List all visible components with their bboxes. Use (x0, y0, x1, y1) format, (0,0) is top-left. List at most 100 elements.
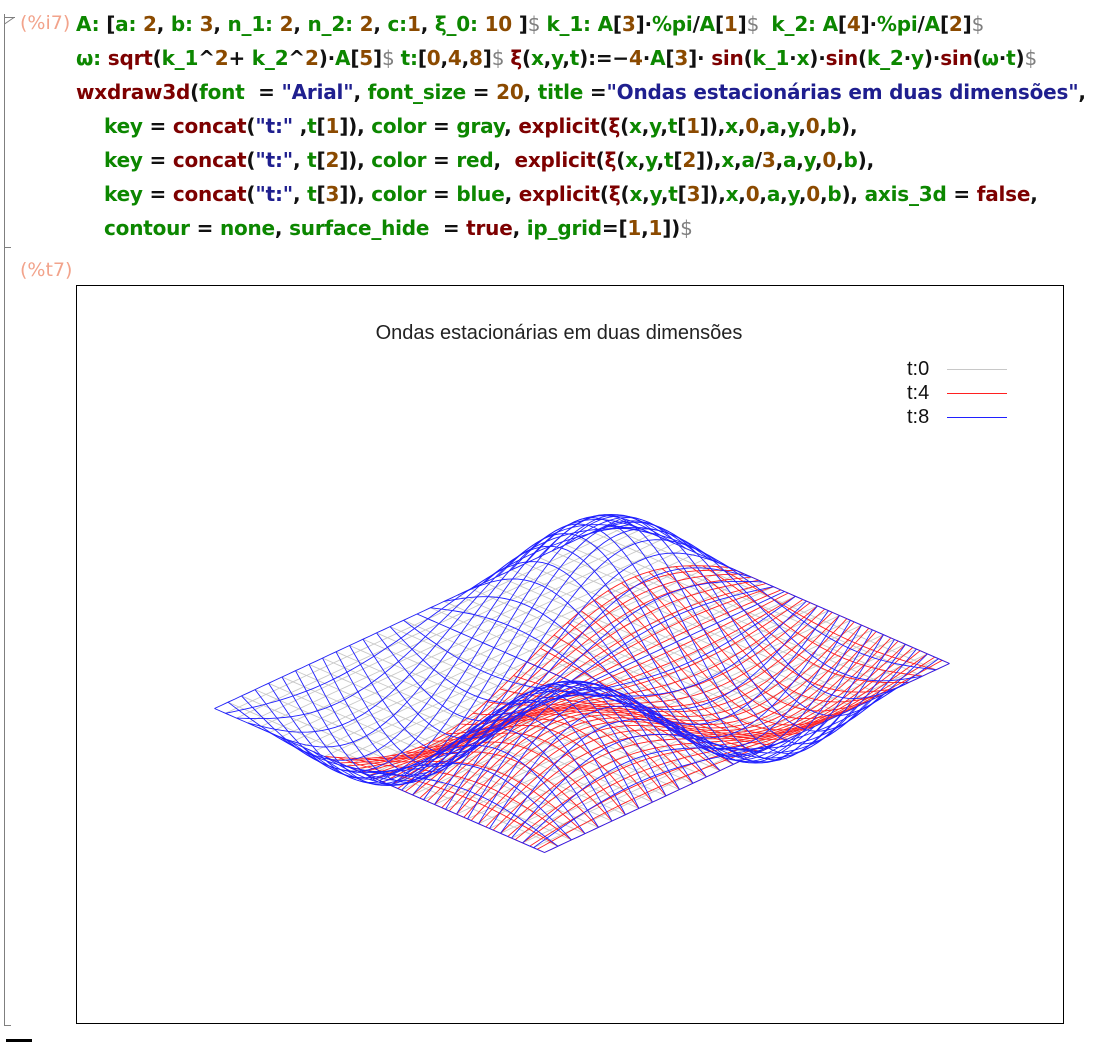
code-token: [ (316, 114, 326, 138)
mesh-line (619, 519, 950, 664)
code-token: , (660, 182, 669, 206)
code-line[interactable]: key = concat("t:", t[2]), color = red, e… (104, 148, 874, 172)
code-line[interactable]: key = concat("t:" ,t[1]), color = gray, … (104, 114, 858, 138)
code-token: "t:" (255, 114, 293, 138)
mesh-line (268, 683, 599, 828)
code-token: sin (711, 46, 744, 70)
code-token: title (537, 80, 584, 104)
code-token: $ (527, 12, 547, 36)
mesh-line (457, 578, 788, 756)
code-token: , (637, 148, 646, 172)
code-token: , (1078, 80, 1086, 104)
code-token: A (597, 12, 613, 36)
code-token: ξ (510, 46, 522, 70)
code-token: 2 (304, 46, 319, 70)
code-token: = (426, 148, 457, 172)
code-token: 0 (426, 46, 441, 70)
code-token: color (371, 148, 427, 172)
code-token: red (456, 148, 494, 172)
code-token: ξ (604, 148, 617, 172)
plot-output[interactable]: Ondas estacionárias em duas dimensões t:… (76, 285, 1064, 1024)
code-token: 2 (682, 148, 697, 172)
surface-plot (214, 513, 950, 853)
mesh-line (648, 571, 869, 712)
mesh-line (621, 582, 842, 726)
code-line[interactable]: wxdraw3d(font = "Arial", font_size = 20,… (76, 80, 1086, 104)
code-token: ( (246, 182, 256, 206)
code-token: ( (616, 148, 626, 172)
mesh-line (499, 688, 721, 771)
code-token: = (466, 80, 497, 104)
cell-bracket[interactable] (4, 14, 14, 1026)
mesh-line (416, 613, 748, 759)
code-token: · (644, 12, 653, 36)
code-line[interactable]: key = concat("t:", t[3]), color = blue, … (104, 182, 1038, 206)
code-token: explicit (518, 182, 600, 206)
code-token: , (292, 182, 308, 206)
code-token: [ (714, 12, 724, 36)
mesh-line (337, 757, 559, 847)
code-token: , (156, 12, 171, 36)
code-token: )· (809, 46, 826, 70)
plot-title: Ondas estacionárias em duas dimensões (375, 322, 743, 344)
code-token: · (869, 12, 878, 36)
mesh-line (524, 517, 856, 754)
code-token: [ (316, 148, 326, 172)
mesh-line (578, 521, 910, 700)
code-token: t (569, 46, 580, 70)
code-token: font_size (367, 80, 467, 104)
code-token: $ (1024, 46, 1038, 70)
code-token: contour (104, 216, 190, 240)
code-token: b (826, 114, 842, 138)
code-token: ( (246, 148, 256, 172)
code-token: ω: (76, 46, 108, 70)
code-token: k_1 (752, 46, 790, 70)
mesh-line (675, 566, 896, 693)
code-token: = (142, 182, 173, 206)
output-prompt: (%t7) (20, 259, 73, 281)
code-token: · (789, 46, 797, 70)
code-token: sin (825, 46, 859, 70)
code-token: 1 (686, 114, 700, 138)
code-token: a (766, 182, 781, 206)
code-line[interactable]: A: [a: 2, b: 3, n_1: 2, n_2: 2, c:1, ξ_0… (76, 12, 984, 36)
code-token: [ (673, 148, 683, 172)
code-token: wxdraw3d (76, 80, 191, 104)
code-token: "Arial" (281, 80, 354, 104)
code-line[interactable]: contour = none, surface_hide = true, ip_… (104, 216, 693, 240)
code-token: ), (857, 148, 875, 172)
code-token: [ (350, 46, 360, 70)
code-token: false (976, 182, 1031, 206)
code-token: concat (172, 148, 247, 172)
code-token: 1 (407, 12, 421, 36)
code-token: a (741, 148, 755, 172)
code-token: x (725, 114, 738, 138)
code-token: $ (971, 12, 985, 36)
code-token: ^ (288, 46, 305, 70)
code-token: t (667, 114, 678, 138)
code-token: ]), (699, 114, 726, 138)
code-token: 3 (686, 182, 701, 206)
code-token: k_1 (161, 46, 199, 70)
code-token: gray (456, 114, 505, 138)
code-token: , (641, 216, 649, 240)
mesh-line (567, 622, 788, 740)
code-token: , (796, 148, 804, 172)
code-token: ), (841, 114, 858, 138)
mesh-line (405, 732, 626, 815)
code-token: , (779, 114, 788, 138)
code-token: , (293, 12, 308, 36)
code-token: = (946, 182, 977, 206)
code-token: A (650, 46, 666, 70)
code-line[interactable]: ω: sqrt(k_1^2+ k_2^2)·A[5]$ t:[0,4,8]$ ξ… (76, 46, 1037, 70)
code-token: $ (491, 46, 511, 70)
legend-label: t:0 (907, 358, 930, 380)
code-token: t (668, 182, 678, 206)
code-token: , (798, 114, 806, 138)
code-token: x (625, 148, 638, 172)
code-token: 3 (325, 182, 340, 206)
code-token: ] (512, 12, 528, 36)
code-token: 10 (484, 12, 513, 36)
code-token: 0 (805, 114, 820, 138)
code-token: , (738, 182, 746, 206)
